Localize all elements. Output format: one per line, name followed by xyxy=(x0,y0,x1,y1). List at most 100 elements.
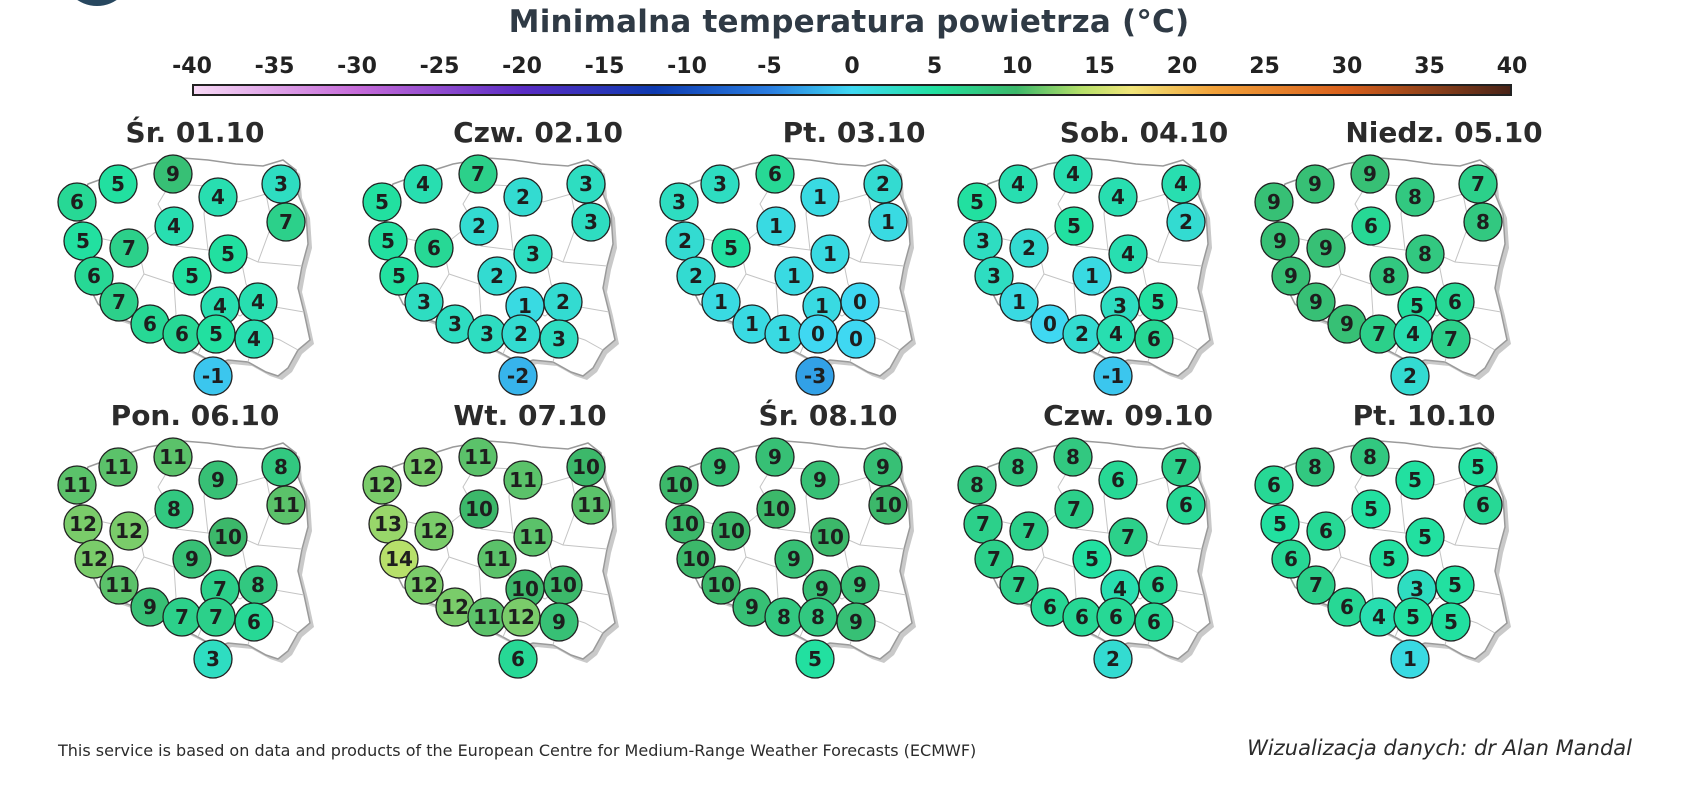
temperature-value: 10 xyxy=(762,497,790,521)
temperature-marker xyxy=(153,154,193,194)
colorbar-tick-label: 5 xyxy=(926,54,943,79)
temperature-marker xyxy=(1390,356,1430,396)
temperature-value: 1 xyxy=(1012,290,1026,314)
temperature-value: 10 xyxy=(511,577,539,601)
temperature-marker xyxy=(1053,154,1093,194)
temperature-marker xyxy=(477,256,517,296)
temperature-marker xyxy=(1306,228,1346,268)
temperature-marker xyxy=(800,460,840,500)
temperature-value: 9 xyxy=(745,595,759,619)
temperature-value: 2 xyxy=(876,172,890,196)
temperature-value: 13 xyxy=(374,512,402,536)
temperature-value: 4 xyxy=(1011,172,1025,196)
temperature-marker xyxy=(571,485,611,525)
temperature-marker xyxy=(810,234,850,274)
colorbar-tick-label: 0 xyxy=(844,54,860,79)
temperature-value: 9 xyxy=(143,595,157,619)
temperature-value: 6 xyxy=(1147,610,1161,634)
temperature-value: 9 xyxy=(185,547,199,571)
temperature-marker xyxy=(800,177,840,217)
temperature-value: 5 xyxy=(209,322,223,346)
temperature-value: 0 xyxy=(849,327,863,351)
temperature-value: 11 xyxy=(519,525,547,549)
colorbar-tick-label: -10 xyxy=(667,54,707,79)
temperature-value: 3 xyxy=(526,242,540,266)
temperature-marker xyxy=(414,228,454,268)
temperature-marker xyxy=(1351,489,1391,529)
temperature-value: 4 xyxy=(1174,172,1188,196)
temperature-value: 7 xyxy=(1372,322,1386,346)
temperature-marker xyxy=(1271,539,1311,579)
temperature-value: 6 xyxy=(1109,605,1123,629)
colorbar-tick-label: 35 xyxy=(1414,54,1445,79)
temperature-value: 7 xyxy=(1471,172,1485,196)
temperature-marker xyxy=(1295,447,1335,487)
temperature-value: 4 xyxy=(1066,162,1080,186)
temperature-value: 5 xyxy=(1444,610,1458,634)
temperature-marker xyxy=(756,206,796,246)
temperature-marker xyxy=(513,234,553,274)
temperature-value: 7 xyxy=(175,605,189,629)
temperature-value: 1 xyxy=(1085,264,1099,288)
temperature-marker xyxy=(266,202,306,242)
temperature-value: 4 xyxy=(213,294,227,318)
temperature-value: 2 xyxy=(1179,210,1193,234)
colorbar-tick-labels: -40 -35 -30 -25 -20 -15 -10 -5 0 5 10 15 20 25 30 35 40 xyxy=(172,54,1527,84)
temperature-marker xyxy=(868,202,908,242)
temperature-value: 9 xyxy=(1340,312,1354,336)
temperature-value: 7 xyxy=(1012,573,1026,597)
temperature-marker xyxy=(836,602,876,642)
temperature-value: -2 xyxy=(507,364,529,388)
temperature-marker xyxy=(676,256,716,296)
temperature-value: 10 xyxy=(572,455,600,479)
temperature-marker xyxy=(700,447,740,487)
temperature-value: 11 xyxy=(483,547,511,571)
temperature-marker xyxy=(1395,177,1435,217)
temperature-value: 5 xyxy=(1382,547,1396,571)
temperature-value: 5 xyxy=(76,229,90,253)
temperature-value: 1 xyxy=(518,294,532,318)
temperature-marker xyxy=(208,234,248,274)
temperature-value: 7 xyxy=(279,210,293,234)
temperature-marker xyxy=(1254,182,1294,222)
temperature-value: 6 xyxy=(427,236,441,260)
temperature-marker xyxy=(193,639,233,679)
colorbar-tick-label: -20 xyxy=(502,54,542,79)
temperature-value: 4 xyxy=(251,290,265,314)
temperature-value: 10 xyxy=(214,525,242,549)
temperature-value: 12 xyxy=(368,473,396,497)
temperature-value: 7 xyxy=(471,162,485,186)
temperature-marker xyxy=(539,319,579,359)
temperature-value: 8 xyxy=(251,573,265,597)
temperature-value: 7 xyxy=(1022,519,1036,543)
data-source-note: This service is based on data and produc… xyxy=(58,741,977,760)
temperature-marker xyxy=(868,485,908,525)
temperature-value: 2 xyxy=(1022,236,1036,260)
temperature-value: 1 xyxy=(815,294,829,318)
temperature-value: 5 xyxy=(221,242,235,266)
temperature-value: 10 xyxy=(717,519,745,543)
temperature-marker xyxy=(98,447,138,487)
temperature-marker xyxy=(172,256,212,296)
temperature-value: 9 xyxy=(211,468,225,492)
temperature-marker xyxy=(404,282,444,322)
temperature-value: 6 xyxy=(1284,547,1298,571)
colorbar-tick-label: 25 xyxy=(1249,54,1280,79)
temperature-value: 5 xyxy=(392,264,406,288)
temperature-marker xyxy=(1350,437,1390,477)
visualization-credit: Wizualizacja danych: dr Alan Mandal xyxy=(1247,736,1632,760)
temperature-value: 5 xyxy=(1273,512,1287,536)
day-title: Śr. 08.10 xyxy=(758,399,898,432)
temperature-value: 9 xyxy=(768,445,782,469)
temperature-marker xyxy=(1350,154,1390,194)
temperature-value: 8 xyxy=(1476,210,1490,234)
temperature-value: 5 xyxy=(1410,294,1424,318)
temperature-marker xyxy=(1405,517,1445,557)
temperature-marker xyxy=(198,177,238,217)
colorbar-tick-label: -15 xyxy=(584,54,625,79)
temperature-value: 5 xyxy=(375,190,389,214)
temperature-marker xyxy=(477,539,517,579)
temperature-value: 6 xyxy=(1043,595,1057,619)
